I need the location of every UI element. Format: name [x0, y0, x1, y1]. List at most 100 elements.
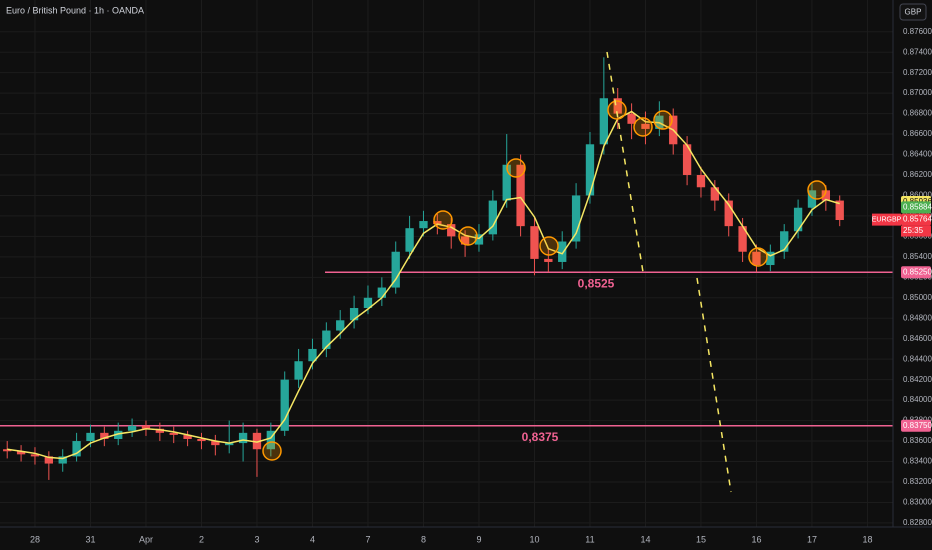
circle-marker [807, 180, 827, 200]
circle-marker [633, 117, 653, 137]
y-tick-label: 0.84200 [903, 375, 932, 384]
x-tick-label: 9 [476, 534, 481, 544]
candle-body [211, 441, 220, 446]
candle-body [724, 200, 733, 227]
x-tick-label: 15 [696, 534, 706, 544]
candle-body [682, 144, 692, 175]
x-tick-label: 11 [585, 534, 594, 544]
x-tick-label: 4 [310, 534, 315, 544]
candle-body [72, 441, 81, 457]
circle-marker [539, 236, 559, 256]
price-badge [901, 266, 931, 279]
candle-body [114, 430, 123, 439]
circle-marker [262, 441, 282, 461]
y-tick-label: 0.87200 [903, 68, 932, 77]
y-tick-label: 0.84400 [903, 354, 932, 363]
candle-body [183, 434, 192, 439]
y-tick-label: 0.87400 [903, 47, 932, 56]
circle-marker [653, 110, 673, 130]
candle-body [336, 320, 345, 331]
y-tick-label: 0.83400 [903, 457, 932, 466]
candle-body [627, 113, 636, 124]
x-tick-label: 10 [529, 534, 539, 544]
x-tick-label: 18 [862, 534, 872, 544]
price-badge [901, 419, 931, 432]
y-tick-label: 0.84600 [903, 334, 932, 343]
candle-body [835, 200, 844, 221]
projection [606, 51, 732, 493]
candle-body [58, 456, 67, 464]
candle-body [419, 221, 428, 229]
candle-body [502, 164, 511, 201]
candle-body [558, 241, 567, 262]
candle-body [100, 432, 109, 439]
y-tick-label: 0.83000 [903, 498, 932, 507]
candle-body [488, 200, 498, 235]
x-tick-label: 7 [365, 534, 370, 544]
candle-body [516, 164, 525, 227]
currency: GBP [905, 8, 922, 17]
candle-body [238, 432, 248, 444]
y-tick-label: 0.86200 [903, 170, 932, 179]
candle-body [266, 430, 276, 450]
x-tick-label: 14 [640, 534, 650, 544]
candle-body [86, 432, 95, 442]
candle-body [294, 361, 303, 380]
y-tick-label: 0.83200 [903, 477, 932, 486]
y-tick-label: 0.85400 [903, 252, 932, 261]
candle-body [613, 98, 622, 114]
y-tick-label: 0.82800 [903, 518, 932, 527]
lines [7, 110, 840, 460]
y-tick-label: 0.84800 [903, 313, 932, 322]
candle-body [322, 330, 331, 349]
candle-body [474, 234, 484, 245]
candle-body [44, 456, 54, 464]
dashed-line [606, 51, 644, 273]
candle-body [169, 432, 178, 435]
candle-body [821, 190, 831, 201]
candle-body [793, 207, 803, 232]
x-tick-label: 2 [199, 534, 204, 544]
candle-body [308, 348, 317, 362]
dashed-line [696, 277, 732, 493]
x-tick-label: 31 [85, 534, 95, 544]
candle-body [780, 231, 789, 252]
candle-body [530, 226, 539, 259]
y-tick-label: 0.86400 [903, 150, 932, 159]
moving-average [7, 110, 840, 460]
circle-marker [748, 247, 768, 267]
candle-body [807, 190, 817, 208]
price-badge-label: 0.85764 [903, 215, 932, 224]
price-badge-label: 0.83750 [903, 421, 932, 430]
candle-body [363, 297, 373, 309]
y-tick-label: 0.86800 [903, 109, 932, 118]
x-tick-label: 28 [30, 534, 40, 544]
candle-body [141, 425, 151, 429]
candle-body [696, 174, 706, 188]
candle-body [155, 428, 165, 433]
chart-title: Euro / British Pound · 1h · OANDA [6, 5, 144, 15]
candle-body [225, 443, 234, 446]
symbol-tag [872, 213, 901, 226]
y-tick-label: 0.83600 [903, 436, 932, 445]
price-badge-label: 0.85250 [903, 267, 932, 276]
candle-body [197, 438, 206, 442]
x-tick-label: Apr [139, 534, 153, 544]
candle-body [641, 123, 650, 129]
currency-box[interactable] [899, 3, 927, 21]
candle-body [766, 251, 775, 266]
x-tick-label: 17 [807, 534, 817, 544]
y-tick-label: 0.86000 [903, 191, 932, 200]
candle-body [391, 251, 400, 288]
candle-body [585, 144, 595, 196]
candle-body [710, 187, 720, 201]
circle-marker [607, 100, 627, 120]
candle-body [571, 195, 581, 242]
circle-marker [458, 226, 478, 246]
countdown: 25:35 [903, 226, 924, 235]
y-tick-label: 0.84000 [903, 395, 932, 404]
price-badges: 0.859360.858840.857640.852500.83750EURGB… [872, 195, 932, 432]
y-tick-label: 0.86600 [903, 129, 932, 138]
candle-body [447, 224, 456, 237]
